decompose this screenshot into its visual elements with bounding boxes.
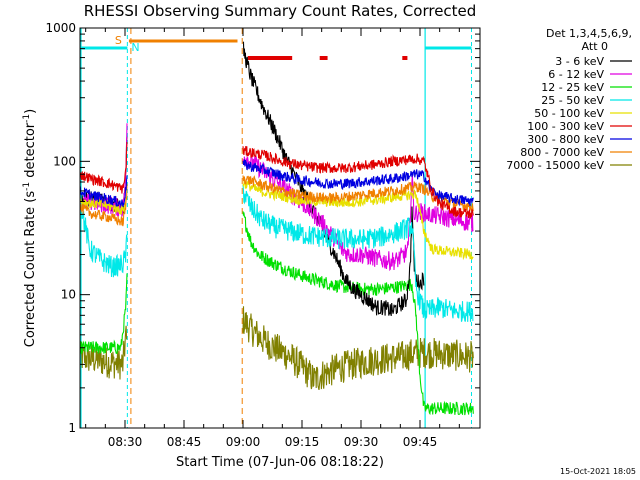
- series-1-pre: [79, 123, 128, 217]
- series-7-pre: [79, 183, 128, 227]
- legend-label-0: 3 - 6 keV: [555, 55, 604, 68]
- legend-header-line2: Att 0: [582, 40, 608, 53]
- axis-layer: 08:30 08:45 09:00 09:15 09:30 09:45 1 10 100 1000: [45, 21, 480, 449]
- y-tick-label: 10: [61, 288, 76, 302]
- x-tick-label: 09:30: [344, 435, 379, 449]
- legend-header-line1: Det 1,3,4,5,6,9,: [546, 27, 632, 40]
- legend-label-2: 12 - 25 keV: [541, 81, 604, 94]
- x-tick-label: 09:00: [226, 435, 261, 449]
- y-axis-label: Corrected Count Rate (s-1 detector-1): [22, 109, 38, 347]
- x-tick-label: 08:30: [108, 435, 143, 449]
- saa-label: S: [115, 34, 122, 47]
- night-label: N: [131, 41, 139, 54]
- y-tick-label: 1: [68, 421, 76, 435]
- x-tick-label: 08:45: [167, 435, 202, 449]
- series-3-post: [242, 184, 474, 322]
- footer-timestamp: 15-Oct-2021 18:05: [560, 467, 636, 476]
- series-4-post: [242, 179, 474, 261]
- x-tick-label: 09:15: [285, 435, 320, 449]
- series-5-post: [242, 146, 474, 219]
- y-tick-label: 1000: [45, 21, 76, 35]
- legend-label-3: 25 - 50 keV: [541, 94, 604, 107]
- chart-title: RHESSI Observing Summary Count Rates, Co…: [84, 2, 477, 20]
- y-axis-label-sup1: -1: [22, 182, 32, 191]
- series-6-post: [242, 159, 474, 207]
- y-axis-label-main: Corrected Count Rate (s: [23, 191, 38, 348]
- legend-label-4: 50 - 100 keV: [534, 107, 604, 120]
- series-3-pre: [79, 184, 128, 278]
- y-tick-label: 100: [53, 154, 76, 168]
- series-layer: [79, 41, 474, 416]
- legend-label-7: 800 - 7000 keV: [520, 146, 604, 159]
- series-6-pre: [79, 175, 128, 208]
- series-2-pre: [79, 273, 128, 355]
- legend-label-6: 300 - 800 keV: [527, 133, 604, 146]
- y-axis-label-end: ): [23, 109, 38, 114]
- plot-frame: [79, 27, 481, 429]
- x-axis-label: Start Time (07-Jun-06 08:18:22): [176, 455, 384, 470]
- series-8-post: [242, 306, 474, 391]
- legend-label-5: 100 - 300 keV: [527, 120, 604, 133]
- legend-label-8: 7000 - 15000 keV: [506, 159, 604, 172]
- y-axis-label-mid: detector: [23, 122, 38, 182]
- x-tick-label: 09:45: [403, 435, 438, 449]
- series-0-post: [242, 41, 425, 317]
- series-1-post: [242, 153, 474, 272]
- series-5-pre: [79, 141, 128, 194]
- legend-label-1: 6 - 12 keV: [548, 68, 604, 81]
- y-axis-label-sup2: -1: [22, 114, 32, 123]
- series-4-pre: [79, 196, 128, 215]
